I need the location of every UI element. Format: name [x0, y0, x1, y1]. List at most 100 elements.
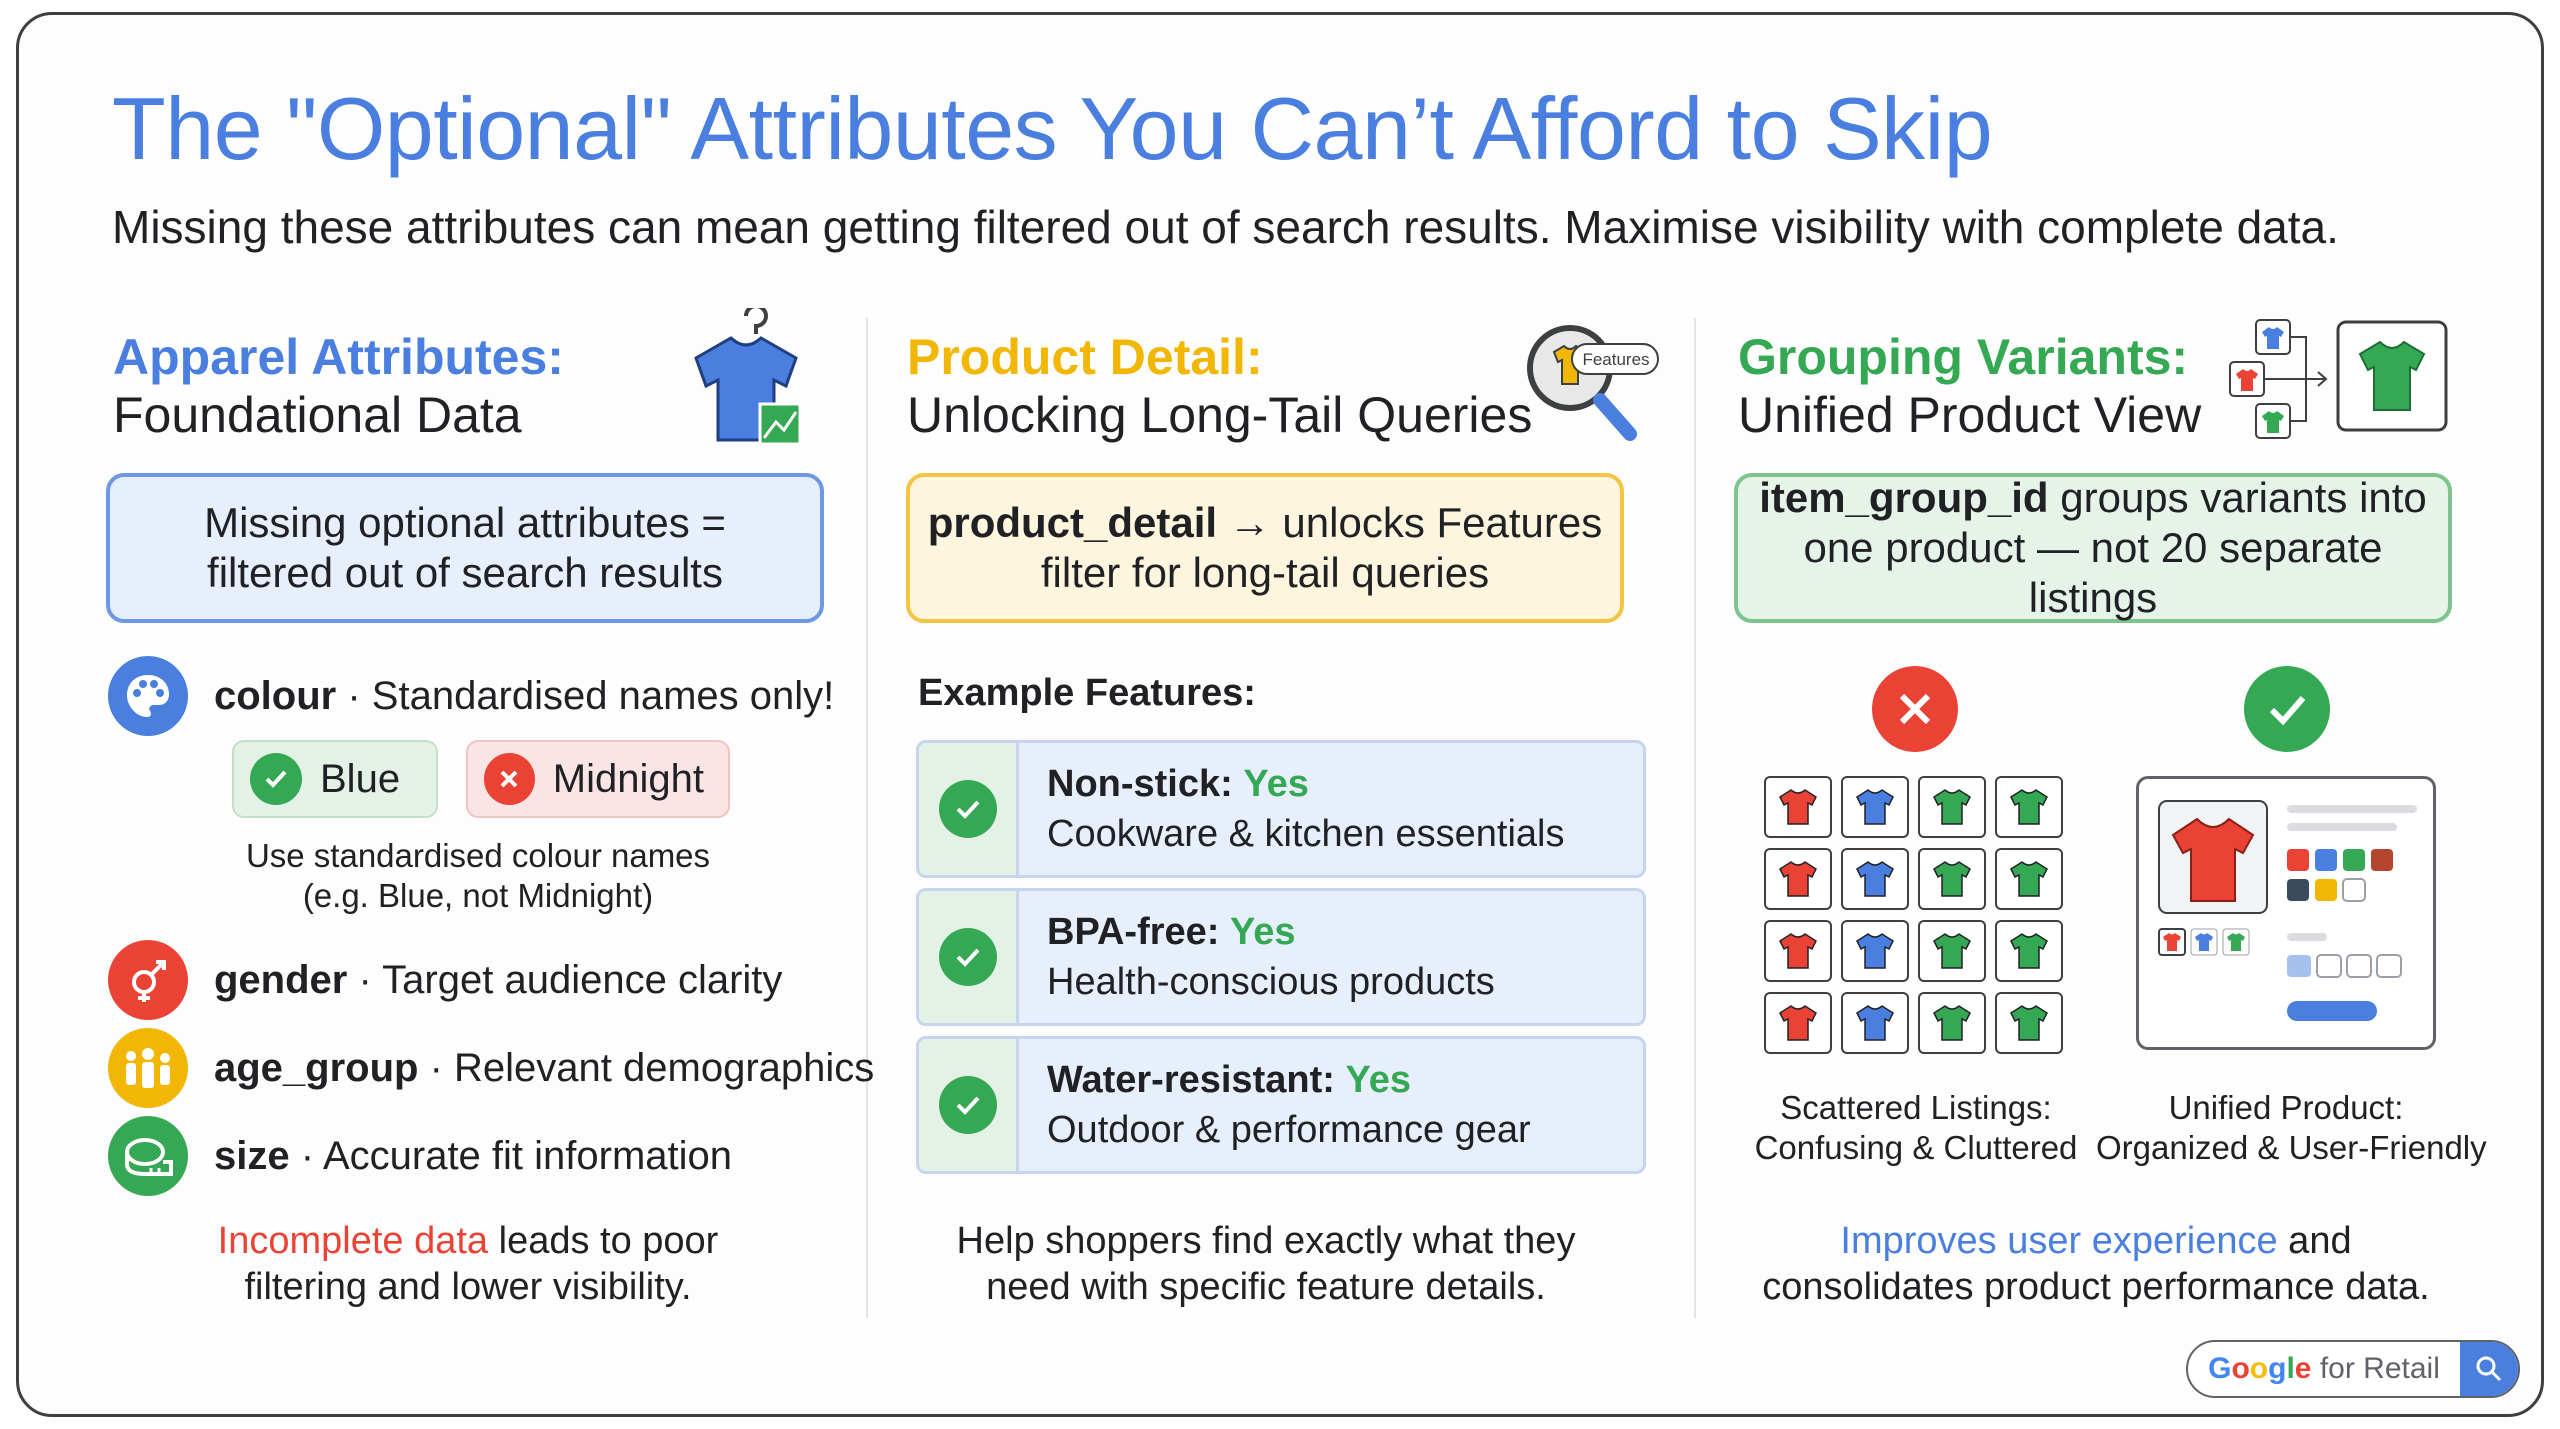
badge-label: for Retail [2311, 1352, 2440, 1385]
tshirt-icon [1856, 1005, 1894, 1041]
grouping-heading: Grouping Variants: [1738, 329, 2189, 385]
product-detail-callout: product_detail → unlocks Features filter… [906, 473, 1624, 623]
column-divider [866, 318, 868, 1318]
tshirt-icon [1933, 789, 1971, 825]
apparel-footer-highlight: Incomplete data [217, 1220, 489, 1262]
google-for-retail-badge[interactable]: Google for Retail [2186, 1340, 2520, 1398]
column-divider [1694, 318, 1696, 1318]
colour-attribute-row: colour · Standardised names only! [108, 656, 834, 736]
unified-caption-line2: Organized & User-Friendly [2096, 1129, 2487, 1166]
tshirt-icon [1933, 1005, 1971, 1041]
bad-colour-label: Midnight [552, 756, 704, 801]
tshirt-icon [1933, 933, 1971, 969]
listing-thumbnail [1995, 992, 2063, 1054]
product-detail-footer: Help shoppers find exactly what they nee… [896, 1218, 1636, 1310]
feature-name: BPA-free: [1047, 911, 1220, 953]
apparel-column: Apparel Attributes: Foundational Data Mi… [106, 304, 874, 1320]
age-group-attribute-name: age_group [214, 1045, 419, 1090]
gender-attribute-name: gender [214, 957, 348, 1002]
product-detail-code: product_detail [927, 499, 1218, 546]
listing-thumbnail [1764, 776, 1832, 838]
grouping-code: item_group_id [1759, 474, 2049, 521]
apparel-callout-line1: Missing optional attributes = [204, 499, 726, 546]
apparel-callout: Missing optional attributes = filtered o… [106, 473, 824, 623]
feature-card: Non-stick: Yes Cookware & kitchen essent… [916, 740, 1646, 878]
measuring-tape-icon [108, 1116, 188, 1196]
tshirt-icon [2010, 933, 2048, 969]
grouping-callout-rest: groups variants into [2048, 474, 2427, 521]
tshirt-icon [2010, 1005, 2048, 1041]
tshirt-icon [2010, 861, 2048, 897]
grouping-subheading: Unified Product View [1738, 387, 2202, 443]
tshirt-icon [1856, 933, 1894, 969]
gender-attribute-row: gender · Target audience clarity [108, 940, 782, 1020]
page-title: The "Optional" Attributes You Can’t Affo… [112, 79, 1993, 178]
cross-icon [484, 753, 535, 805]
page-subtitle: Missing these attributes can mean gettin… [112, 201, 2339, 253]
google-logo: Google [2208, 1352, 2312, 1385]
grouping-column: Grouping Variants: Unified Product View … [1734, 319, 2487, 1320]
scattered-listings-caption: Scattered Listings: Confusing & Cluttere… [1716, 1088, 2116, 1168]
listing-thumbnail [1764, 920, 1832, 982]
bad-colour-chip: Midnight [466, 740, 730, 818]
grouping-callout-line2: one product — not 20 separate listings [1803, 524, 2383, 621]
feature-value: Yes [1243, 763, 1309, 805]
grouping-footer: Improves user experience and consolidate… [1716, 1218, 2476, 1310]
listing-thumbnail [1918, 992, 1986, 1054]
feature-desc: Health-conscious products [1047, 961, 1495, 1003]
listing-thumbnail [1918, 848, 1986, 910]
check-icon [938, 780, 997, 838]
tshirt-icon [1856, 789, 1894, 825]
feature-desc: Outdoor & performance gear [1047, 1109, 1531, 1151]
tshirt-icon [1779, 861, 1817, 897]
listing-thumbnail [1918, 776, 1986, 838]
gender-attribute-desc: · Target audience clarity [347, 957, 783, 1002]
listing-thumbnail [1764, 848, 1832, 910]
feature-value: Yes [1345, 1059, 1411, 1101]
check-icon [2244, 666, 2330, 752]
check-icon [938, 928, 997, 986]
colour-note-line1: Use standardised colour names [245, 837, 711, 874]
unified-product-caption: Unified Product: Organized & User-Friend… [2096, 1088, 2487, 1168]
feature-value: Yes [1230, 911, 1296, 953]
check-icon [250, 753, 302, 805]
grouping-callout: item_group_id groups variants into one p… [1734, 473, 2452, 623]
search-icon[interactable] [2460, 1342, 2518, 1396]
feature-name: Non-stick: [1047, 763, 1233, 805]
tshirt-hanger-icon [676, 304, 816, 463]
feature-desc: Cookware & kitchen essentials [1047, 813, 1565, 855]
magnifier-features-icon: Features [1520, 316, 1660, 451]
colour-attribute-desc: · Standardised names only! [336, 673, 835, 718]
product-detail-footer-line1: Help shoppers find exactly what they [956, 1220, 1576, 1262]
grouping-footer-line2: consolidates product performance data. [1762, 1266, 2430, 1308]
apparel-footer: Incomplete data leads to poor filtering … [88, 1218, 848, 1310]
slide-frame [16, 12, 2544, 1417]
listing-thumbnail [1841, 920, 1909, 982]
listing-thumbnail [1995, 920, 2063, 982]
colour-note-line2: (e.g. Blue, not Midnight) [302, 877, 654, 914]
tshirt-icon [1779, 789, 1817, 825]
variant-grouping-icon [2226, 314, 2456, 449]
product-detail-heading: Product Detail: [907, 329, 1263, 385]
colour-note: Use standardised colour names (e.g. Blue… [198, 836, 758, 916]
feature-name: Water-resistant: [1047, 1059, 1335, 1101]
tshirt-icon [1779, 1005, 1817, 1041]
size-attribute-desc: · Accurate fit information [289, 1133, 733, 1178]
people-icon [108, 1028, 188, 1108]
product-detail-footer-line2: need with specific feature details. [986, 1266, 1546, 1308]
feature-card: Water-resistant: Yes Outdoor & performan… [916, 1036, 1646, 1174]
example-features-label: Example Features: [918, 672, 1256, 714]
size-attribute-name: size [214, 1133, 290, 1178]
product-detail-callout-rest: → unlocks Features [1217, 499, 1603, 546]
listing-thumbnail [1841, 992, 1909, 1054]
apparel-heading: Apparel Attributes: [113, 329, 564, 385]
feature-card: BPA-free: Yes Health-conscious products [916, 888, 1646, 1026]
unified-caption-line1: Unified Product: [2168, 1089, 2404, 1126]
cross-icon [1872, 666, 1958, 752]
age-group-attribute-desc: · Relevant demographics [418, 1045, 875, 1090]
age-group-attribute-row: age_group · Relevant demographics [108, 1028, 874, 1108]
listing-thumbnail [1995, 776, 2063, 838]
listing-thumbnail [1841, 776, 1909, 838]
scattered-caption-line2: Confusing & Cluttered [1754, 1129, 2078, 1166]
features-tag-label: Features [1582, 350, 1649, 369]
